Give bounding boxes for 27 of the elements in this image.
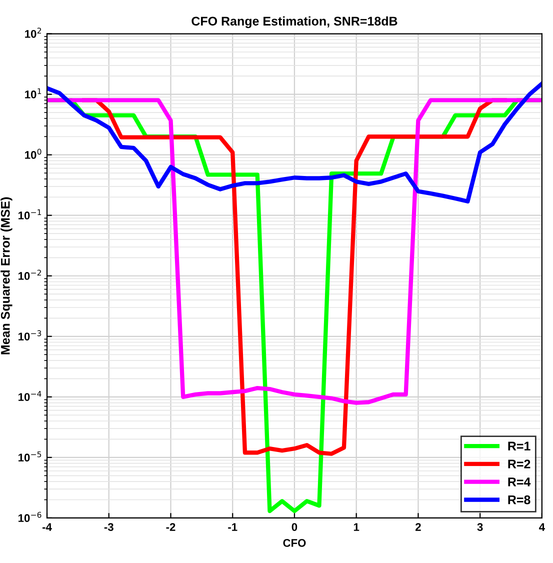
- x-axis-title: CFO: [283, 539, 306, 547]
- x-tick-label: 4: [539, 523, 545, 531]
- y-tick-label: 10$^{−3}$: [18, 330, 42, 340]
- x-tick-label: 3: [477, 523, 483, 531]
- y-tick-label: 10$^{−2}$: [18, 270, 41, 280]
- x-tick-label: 0: [292, 523, 298, 531]
- y-tick-label: 10$^{−1}$: [18, 209, 42, 220]
- x-tick-label: 2: [416, 523, 421, 531]
- legend-label: R=4: [508, 478, 531, 486]
- chart-title: CFO Range Estimation, SNR=18dB: [192, 16, 398, 28]
- y-axis-title: Mean Squared Error (MSE): [0, 197, 12, 354]
- legend-label: R=8: [508, 495, 530, 504]
- y-tick-label: 10$^{−6}$: [18, 512, 42, 522]
- y-tick-label: 10$^{1}$: [25, 88, 42, 98]
- x-tick-label: -1: [228, 523, 238, 531]
- y-tick-label: 10$^{0}$: [25, 148, 42, 159]
- x-tick-label: -3: [104, 523, 114, 531]
- line-series: [47, 98, 542, 405]
- legend-label: R=1: [508, 442, 530, 450]
- legend-label: R=2: [508, 460, 530, 468]
- y-tick-label: 10$^{−5}$: [18, 451, 42, 462]
- x-tick-label: 1: [354, 523, 360, 531]
- x-tick-label: -4: [42, 523, 52, 531]
- y-tick-label: 10$^{2}$: [25, 28, 41, 38]
- x-tick-label: -2: [166, 523, 176, 531]
- line-series: [47, 82, 542, 204]
- y-tick-label: 10$^{−4}$: [18, 390, 42, 401]
